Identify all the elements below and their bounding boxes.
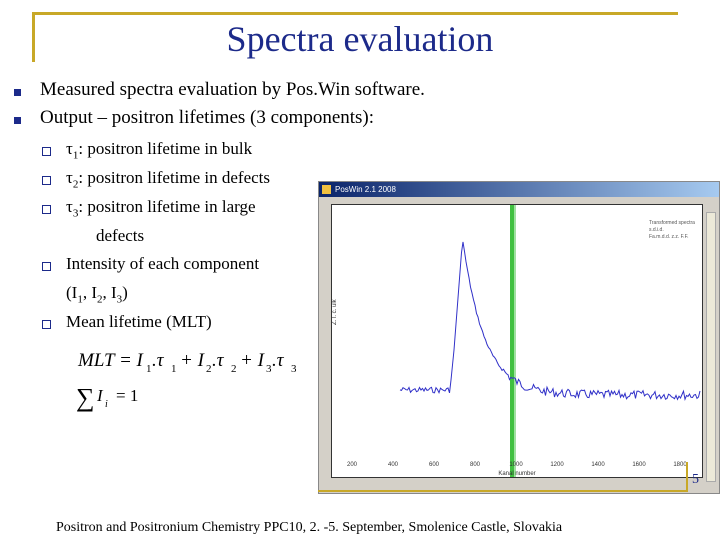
bullet-text: Output – positron lifetimes (3 component… bbox=[40, 107, 375, 128]
footer-rule-vertical bbox=[686, 462, 688, 492]
svg-text:i: i bbox=[105, 399, 108, 410]
svg-text:1: 1 bbox=[171, 363, 177, 375]
subbullet-intensity-list: (I1, I2, I3) bbox=[66, 283, 128, 306]
subbullet-square-icon bbox=[42, 176, 51, 185]
svg-text:.τ: .τ bbox=[212, 350, 225, 371]
subbullet-square-icon bbox=[42, 262, 51, 271]
legend-item: s.d.i.d. bbox=[649, 227, 664, 233]
spectrum-svg: 200 400 600 800 1000 1200 1400 1600 1800 Kanal n… bbox=[332, 205, 701, 477]
svg-text:2: 2 bbox=[231, 363, 237, 375]
page-number: 5 bbox=[692, 472, 699, 487]
x-tick-label: 400 bbox=[388, 462, 399, 468]
subbullet-square-icon bbox=[42, 147, 51, 156]
footer-text: Positron and Positronium Chemistry PPC10… bbox=[56, 520, 563, 535]
slide-title: Spectra evaluation bbox=[226, 19, 494, 59]
svg-text:= 1: = 1 bbox=[116, 386, 138, 405]
svg-text:3: 3 bbox=[266, 363, 272, 375]
x-tick-label: 1200 bbox=[550, 462, 564, 468]
svg-text:∑: ∑ bbox=[76, 383, 95, 412]
bullet-square-icon bbox=[14, 117, 21, 124]
svg-text:+ I: + I bbox=[240, 350, 266, 371]
x-tick-label: 800 bbox=[470, 462, 481, 468]
x-tick-label: 600 bbox=[429, 462, 440, 468]
svg-text:3: 3 bbox=[291, 363, 297, 375]
bullet-text: Measured spectra evaluation by Pos.Win s… bbox=[40, 79, 425, 100]
subbullet-tau3: τ3: positron lifetime in large bbox=[66, 197, 256, 220]
subbullet-tau1: τ1: positron lifetime in bulk bbox=[66, 139, 253, 162]
poswin-titlebar: PosWin 2.1 2008 bbox=[319, 182, 719, 197]
subbullet-square-icon bbox=[42, 320, 51, 329]
x-axis-label: Kanal number bbox=[498, 471, 535, 477]
frame-top-rule bbox=[32, 12, 678, 15]
vertical-scrollbar[interactable] bbox=[706, 212, 716, 482]
mlt-formula: MLT = I 1 .τ 1 + I 2 .τ 2 + I 3 .τ 3 ∑ I… bbox=[76, 350, 297, 412]
subbullet-tau2: τ2: positron lifetime in defects bbox=[66, 168, 271, 191]
bullet-square-icon bbox=[14, 89, 21, 96]
poswin-title: PosWin 2.1 2008 bbox=[335, 185, 396, 194]
legend-item: Fa.m.d.d. z.z. F.F. bbox=[649, 234, 689, 240]
spectrum-line bbox=[399, 241, 701, 401]
svg-text:.τ: .τ bbox=[272, 350, 285, 371]
svg-text:1: 1 bbox=[146, 363, 152, 375]
svg-text:2: 2 bbox=[206, 363, 212, 375]
spectrum-plot: 200 400 600 800 1000 1200 1400 1600 1800 Kanal n… bbox=[331, 204, 703, 478]
x-tick-label: 200 bbox=[347, 462, 358, 468]
svg-text:+ I: + I bbox=[180, 350, 206, 371]
poswin-window: PosWin 2.1 2008 200 400 600 800 1000 1200 1400… bbox=[318, 181, 720, 494]
legend-item: Transformed spectra bbox=[649, 220, 695, 226]
x-tick-label: 1000 bbox=[509, 462, 523, 468]
footer-rule bbox=[318, 490, 688, 492]
svg-text:.τ: .τ bbox=[152, 350, 165, 371]
y-axis-label: Z. l. c. ulk bbox=[332, 298, 338, 325]
app-icon bbox=[322, 185, 331, 194]
x-tick-label: 1800 bbox=[673, 462, 687, 468]
svg-text:I: I bbox=[96, 386, 104, 405]
subbullet-mlt: Mean lifetime (MLT) bbox=[66, 312, 212, 331]
x-tick-label: 1400 bbox=[591, 462, 605, 468]
subbullet-intensity: Intensity of each component bbox=[66, 254, 260, 273]
x-tick-label: 1600 bbox=[632, 462, 646, 468]
subbullet-continuation: defects bbox=[96, 226, 145, 245]
svg-text:MLT = I: MLT = I bbox=[77, 350, 145, 371]
frame-left-rule bbox=[32, 12, 35, 62]
marker-band bbox=[510, 205, 514, 477]
plot-legend: Transformed spectra s.d.i.d. Fa.m.d.d. z… bbox=[649, 220, 719, 268]
subbullet-square-icon bbox=[42, 205, 51, 214]
